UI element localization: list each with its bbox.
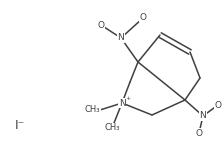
Text: N: N	[118, 34, 124, 43]
Text: O: O	[140, 13, 147, 22]
Text: CH₃: CH₃	[85, 106, 100, 114]
Text: N: N	[200, 112, 206, 121]
Text: O: O	[97, 21, 105, 30]
Text: CH₃: CH₃	[104, 123, 120, 132]
Text: +: +	[125, 97, 131, 101]
Text: O: O	[215, 101, 221, 110]
Text: N: N	[119, 99, 125, 108]
Text: O: O	[196, 129, 202, 138]
Text: I⁻: I⁻	[15, 119, 25, 132]
